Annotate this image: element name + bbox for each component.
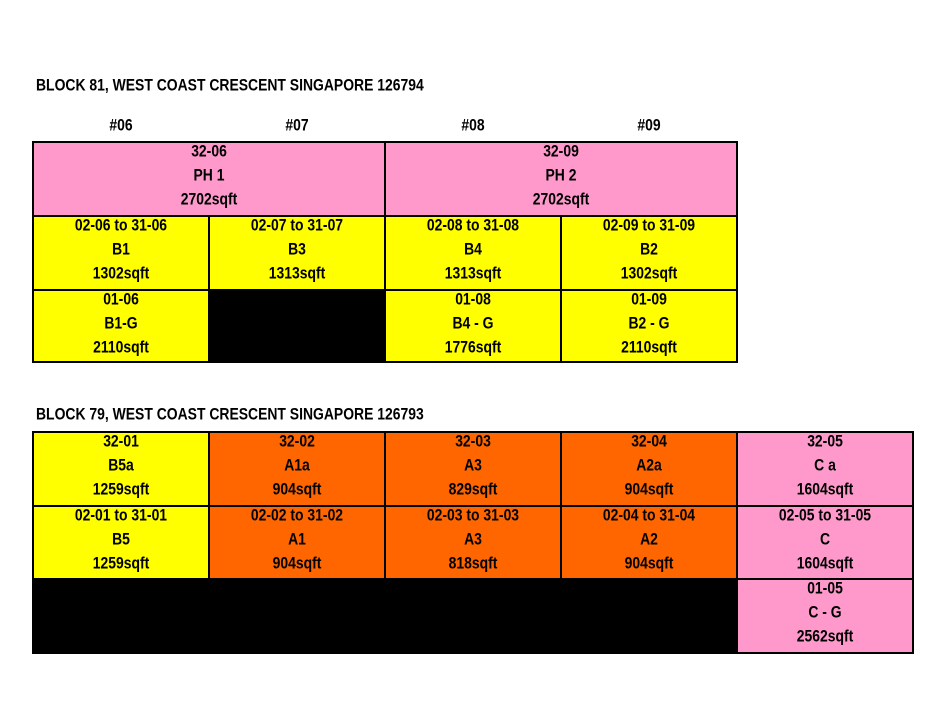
- unit-text: 904sqft: [273, 480, 322, 499]
- unit-text: 32-04: [631, 432, 667, 451]
- unit-cell: [384, 505, 562, 580]
- block-title: BLOCK 79, WEST COAST CRESCENT SINGAPORE …: [36, 405, 424, 424]
- unit-cell: [560, 289, 738, 363]
- unit-text: B3: [288, 240, 306, 259]
- unit-text: B2: [640, 240, 658, 259]
- unit-text: PH 2: [546, 166, 577, 185]
- unit-cell: [384, 431, 562, 507]
- unit-text: A1a: [284, 456, 310, 475]
- unit-text: 1313sqft: [445, 264, 502, 283]
- unit-text: A3: [464, 456, 482, 475]
- unit-text: 32-06: [191, 142, 227, 161]
- unit-text: A3: [464, 530, 482, 549]
- unit-cell: [32, 141, 386, 217]
- unit-text: 02-01 to 31-01: [75, 506, 167, 525]
- unit-cell: [560, 215, 738, 291]
- unit-text: 02-07 to 31-07: [251, 216, 343, 235]
- unit-text: B4 - G: [452, 314, 493, 333]
- unit-text: 2562sqft: [797, 627, 854, 646]
- unit-cell: [560, 505, 738, 580]
- unit-text: 904sqft: [625, 480, 674, 499]
- unit-cell: [32, 289, 210, 363]
- unit-text: 1302sqft: [93, 264, 150, 283]
- unit-text: B5a: [108, 456, 134, 475]
- unit-text: 1302sqft: [621, 264, 678, 283]
- unit-text: A1: [288, 530, 306, 549]
- unit-cell: [736, 505, 914, 580]
- unit-text: B2 - G: [628, 314, 669, 333]
- unit-text: 32-09: [543, 142, 579, 161]
- column-header: #08: [461, 116, 485, 135]
- column-header: #06: [109, 116, 133, 135]
- unit-text: B1: [112, 240, 130, 259]
- unit-text: 1313sqft: [269, 264, 326, 283]
- unit-text: 32-03: [455, 432, 491, 451]
- unit-text: PH 1: [194, 166, 225, 185]
- block-title: BLOCK 81, WEST COAST CRESCENT SINGAPORE …: [36, 76, 424, 95]
- unit-text: 02-04 to 31-04: [603, 506, 695, 525]
- unit-text: 2702sqft: [533, 190, 590, 209]
- unit-text: 1604sqft: [797, 554, 854, 573]
- unit-text: 01-08: [455, 290, 491, 309]
- unit-text: C: [820, 530, 830, 549]
- unit-text: 2110sqft: [621, 338, 677, 357]
- unit-text: 904sqft: [273, 554, 322, 573]
- unit-cell: [384, 289, 562, 363]
- unit-text: 1604sqft: [797, 480, 854, 499]
- unit-text: 904sqft: [625, 554, 674, 573]
- unit-text: 1259sqft: [93, 480, 150, 499]
- unit-cell: [32, 215, 210, 291]
- unit-text: 1259sqft: [93, 554, 150, 573]
- unit-text: 02-06 to 31-06: [75, 216, 167, 235]
- unit-text: 818sqft: [449, 554, 498, 573]
- unit-text: 02-08 to 31-08: [427, 216, 519, 235]
- unit-cell: [736, 431, 914, 507]
- unit-text: 32-02: [279, 432, 315, 451]
- unit-text: 02-05 to 31-05: [779, 506, 871, 525]
- unit-text: 32-05: [807, 432, 843, 451]
- unit-text: C a: [814, 456, 836, 475]
- unit-text: B1-G: [104, 314, 137, 333]
- unit-text: 2702sqft: [181, 190, 238, 209]
- unit-text: 01-09: [631, 290, 667, 309]
- unit-cell: [384, 141, 738, 217]
- unit-text: 32-01: [103, 432, 139, 451]
- unit-cell: [208, 289, 386, 363]
- unit-cell: [32, 578, 738, 654]
- unit-text: 01-06: [103, 290, 139, 309]
- unit-text: 01-05: [807, 579, 843, 598]
- unit-cell: [32, 431, 210, 507]
- unit-text: 02-03 to 31-03: [427, 506, 519, 525]
- unit-text: 02-02 to 31-02: [251, 506, 343, 525]
- unit-text: B4: [464, 240, 482, 259]
- unit-cell: [736, 578, 914, 654]
- unit-text: 2110sqft: [93, 338, 149, 357]
- unit-text: 1776sqft: [445, 338, 502, 357]
- unit-text: C - G: [808, 603, 841, 622]
- unit-text: 829sqft: [449, 480, 498, 499]
- unit-text: B5: [112, 530, 130, 549]
- column-header: #07: [285, 116, 308, 135]
- unit-text: A2a: [636, 456, 662, 475]
- unit-cell: [208, 505, 386, 580]
- unit-text: 02-09 to 31-09: [603, 216, 695, 235]
- column-header: #09: [637, 116, 661, 135]
- unit-text: A2: [640, 530, 658, 549]
